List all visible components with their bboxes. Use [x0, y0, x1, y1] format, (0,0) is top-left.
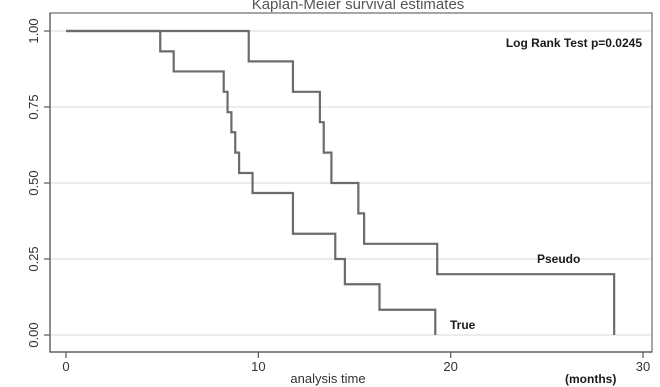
y-tick-label: 0.25	[26, 246, 41, 271]
y-tick-label: 0.00	[26, 322, 41, 347]
x-tick-label: 20	[443, 359, 457, 374]
series-layer	[66, 29, 616, 335]
x-axis-unit: (months)	[565, 372, 616, 386]
km-curve-true	[66, 29, 437, 335]
chart-title: Kaplan-Meier survival estimates	[252, 0, 465, 13]
y-tick-label: 0.50	[26, 170, 41, 195]
y-tick-label: 1.00	[26, 18, 41, 43]
series-label-true: True	[450, 318, 476, 332]
axes: 0.00 0.25 0.50 0.75 1.00 0 10 20 30	[26, 13, 652, 374]
x-tick-label: 0	[62, 359, 69, 374]
log-rank-annotation: Log Rank Test p=0.0245	[506, 36, 642, 50]
x-tick-label: 10	[251, 359, 265, 374]
km-curve-pseudo	[66, 29, 616, 335]
y-tick-label: 0.75	[26, 94, 41, 119]
x-axis-label: analysis time	[290, 371, 365, 386]
series-label-pseudo: Pseudo	[537, 252, 580, 266]
x-tick-label: 30	[636, 359, 650, 374]
